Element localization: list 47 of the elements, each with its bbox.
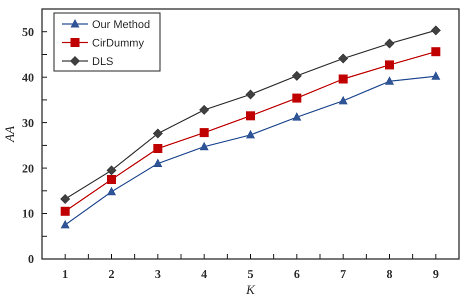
point — [246, 130, 255, 138]
point — [384, 38, 394, 49]
legend-label: DLS — [92, 56, 114, 68]
point — [385, 76, 394, 85]
y-axis-title: AA — [2, 126, 17, 143]
x-tick-label: 4 — [201, 267, 208, 281]
point — [153, 158, 162, 168]
point — [338, 74, 348, 84]
point — [430, 25, 441, 36]
y-tick-label: 20 — [22, 161, 34, 176]
y-tick-label: 30 — [22, 116, 34, 130]
y-tick-label: 0 — [28, 252, 34, 266]
point — [107, 174, 116, 184]
x-tick-label: 7 — [340, 267, 346, 281]
legend-label: Our Method — [92, 18, 150, 31]
point — [200, 128, 209, 138]
y-tick-label: 50 — [22, 24, 34, 39]
point — [60, 220, 70, 228]
point — [292, 70, 302, 81]
point — [199, 104, 210, 115]
x-tick-label: 2 — [108, 267, 114, 281]
point — [292, 112, 302, 121]
point — [153, 144, 162, 154]
point — [200, 142, 209, 150]
point — [338, 96, 348, 104]
point — [385, 60, 394, 70]
point — [292, 94, 302, 103]
x-tick-label: 6 — [294, 267, 300, 281]
y-tick-label: 10 — [22, 206, 34, 221]
point — [338, 54, 348, 64]
x-tick-label: 8 — [386, 267, 392, 281]
legend-label: CirDummy — [92, 37, 144, 50]
x-tick-label: 5 — [248, 267, 254, 281]
point — [106, 165, 116, 176]
point — [60, 194, 70, 204]
point — [107, 186, 116, 196]
x-tick-label: 1 — [62, 267, 68, 281]
point — [431, 71, 440, 80]
point — [60, 206, 70, 216]
point — [431, 47, 440, 56]
point — [246, 89, 256, 100]
point — [152, 128, 163, 139]
x-tick-label: 3 — [154, 267, 161, 281]
point — [246, 111, 255, 120]
y-tick-label: 40 — [22, 70, 34, 84]
x-axis-title: K — [245, 282, 256, 297]
x-tick-label: 9 — [432, 267, 439, 281]
